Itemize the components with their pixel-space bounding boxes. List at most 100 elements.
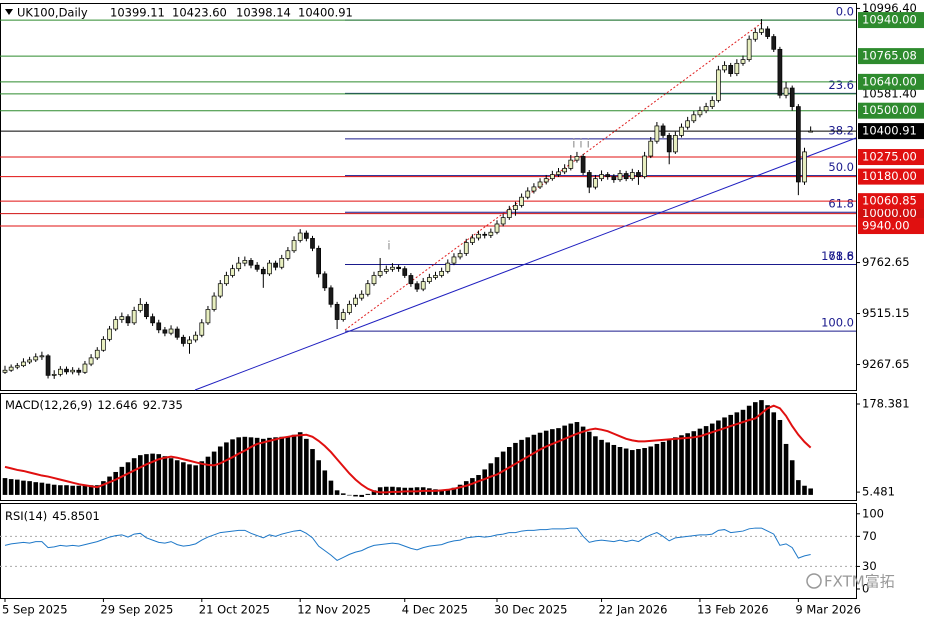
candle-body — [537, 181, 543, 188]
candle-body — [746, 38, 752, 60]
candle-body — [636, 172, 641, 177]
watermark: FXTM富拓 — [806, 573, 895, 591]
macd-bar — [248, 437, 254, 495]
candle-body — [777, 48, 783, 96]
macd-bar — [654, 443, 660, 495]
candle-body — [347, 303, 352, 313]
candle-body — [150, 316, 155, 324]
macd-name: MACD(12,26,9) — [5, 398, 92, 412]
candle-body — [248, 260, 254, 266]
candle-body — [27, 359, 32, 363]
macd-bar — [463, 481, 469, 495]
macd-bar — [556, 428, 561, 495]
macd-bar — [802, 485, 807, 495]
candle-body — [304, 232, 309, 239]
candle-body — [549, 174, 555, 180]
level-label-box — [858, 102, 924, 119]
candle-body — [611, 176, 617, 181]
trend-line — [194, 137, 857, 391]
macd-bar — [531, 434, 537, 495]
rsi-tick-label: 30 — [862, 559, 877, 573]
level-label-box — [858, 73, 924, 90]
macd-bar — [113, 471, 118, 495]
macd-bar — [291, 434, 297, 495]
macd-bar — [390, 486, 395, 495]
macd-bar — [162, 456, 168, 495]
macd-bar — [482, 469, 487, 495]
macd-bar — [734, 412, 740, 495]
macd-bar — [457, 484, 463, 495]
macd-bar — [537, 432, 543, 495]
macd-bar — [304, 438, 309, 495]
candle-body — [586, 172, 592, 188]
trend-line-dotted — [344, 21, 764, 331]
candle-body — [593, 178, 598, 188]
candle-body — [562, 168, 568, 173]
macd-bar — [217, 446, 223, 495]
macd-bar — [660, 441, 666, 495]
candle-body — [390, 266, 395, 270]
macd-bar — [771, 412, 777, 495]
candle-body — [476, 233, 481, 239]
level-label-box — [858, 48, 924, 65]
wave-label: iii — [572, 137, 594, 151]
candle-body — [82, 363, 88, 373]
candle-body — [396, 266, 401, 270]
macd-bar — [722, 417, 727, 495]
candle-body — [14, 365, 20, 368]
header: UK100,Daily 10399.11 10423.60 10398.14 1… — [5, 6, 353, 20]
macd-bar — [753, 402, 758, 495]
candle-body — [131, 310, 137, 324]
macd-bar — [150, 453, 155, 495]
x-tick-label: 9 Mar 2026 — [795, 603, 861, 617]
signal-value: 92.735 — [143, 398, 183, 412]
macd-bar — [703, 426, 709, 495]
level-label-box — [858, 168, 924, 185]
macd-bar — [107, 476, 112, 495]
fib-label: 0.0 — [836, 5, 854, 19]
candle-body — [279, 258, 285, 268]
candle-body — [740, 59, 746, 64]
macd-label: MACD(12,26,9) 12.646 92.735 — [5, 398, 183, 412]
candle-body — [144, 303, 149, 318]
macd-bar — [679, 435, 684, 495]
candle-body — [64, 368, 69, 373]
macd-bar — [593, 436, 598, 495]
high-value: 10423.60 — [172, 6, 227, 20]
candle-body — [242, 260, 248, 264]
close-value: 10400.91 — [298, 6, 353, 20]
macd-bar — [740, 409, 746, 495]
watermark-logo — [806, 573, 822, 589]
macd-bar — [543, 430, 549, 495]
candle-body — [722, 65, 727, 71]
macd-bar — [119, 466, 125, 495]
candle-body — [783, 87, 789, 96]
macd-bar — [199, 461, 205, 495]
x-tick-label: 4 Dec 2025 — [402, 603, 468, 617]
macd-bar — [476, 475, 481, 495]
candle-body — [267, 262, 272, 275]
candle-body — [734, 62, 740, 74]
y-tick-label: 9762.65 — [862, 255, 910, 269]
x-tick-label: 29 Sep 2025 — [100, 603, 173, 617]
fib-label: 100.0 — [821, 316, 854, 330]
macd-bar — [765, 405, 770, 495]
macd-panel-frame — [0, 393, 857, 501]
candle-body — [427, 277, 432, 283]
macd-bar — [451, 487, 457, 495]
candle-body — [125, 316, 131, 324]
open-value: 10399.11 — [110, 6, 165, 20]
macd-bar — [254, 437, 260, 495]
candle-body — [193, 334, 198, 341]
rsi-tick-label: 100 — [862, 506, 884, 520]
macd-bar — [82, 485, 88, 495]
candle-body — [236, 262, 242, 270]
macd-bar — [605, 442, 610, 495]
macd-bar — [101, 481, 106, 495]
macd-bar — [796, 480, 801, 495]
candle-body — [494, 223, 500, 233]
level-label-box — [858, 123, 924, 140]
candle-body — [580, 156, 586, 173]
macd-bar — [328, 480, 334, 495]
